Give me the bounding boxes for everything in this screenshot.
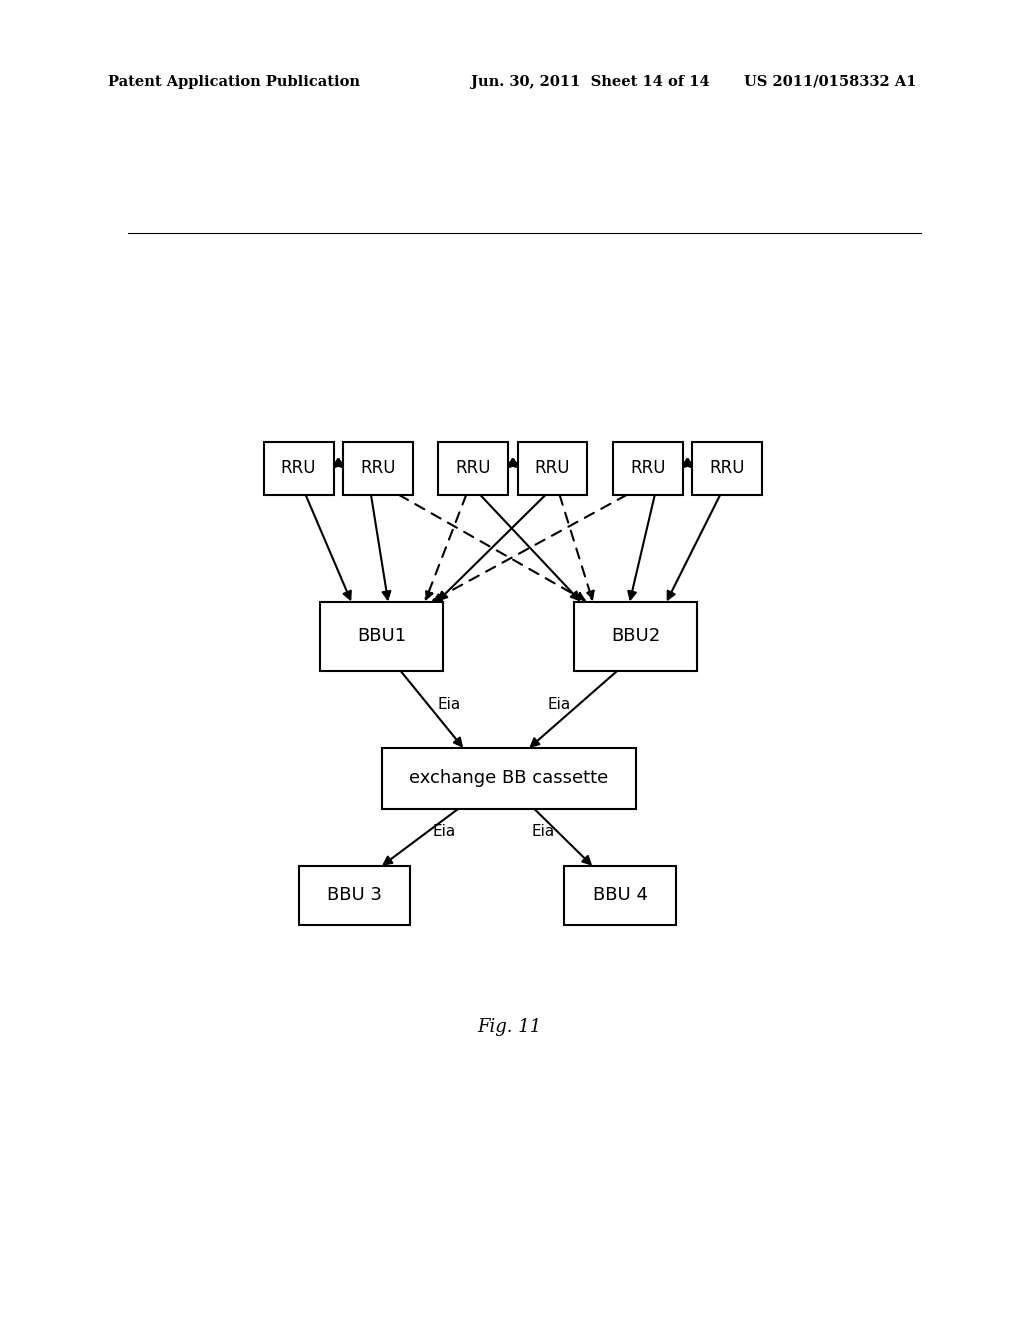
Text: RRU: RRU: [281, 459, 316, 478]
Text: US 2011/0158332 A1: US 2011/0158332 A1: [744, 75, 916, 88]
FancyBboxPatch shape: [613, 442, 683, 495]
FancyBboxPatch shape: [564, 866, 676, 925]
Text: Eia: Eia: [548, 697, 570, 711]
FancyBboxPatch shape: [438, 442, 508, 495]
Text: BBU 4: BBU 4: [593, 886, 647, 904]
Text: exchange BB cassette: exchange BB cassette: [410, 770, 608, 788]
FancyBboxPatch shape: [343, 442, 413, 495]
Text: BBU1: BBU1: [357, 627, 407, 645]
Text: Eia: Eia: [432, 824, 456, 838]
FancyBboxPatch shape: [264, 442, 334, 495]
Text: BBU 3: BBU 3: [327, 886, 382, 904]
Text: RRU: RRU: [360, 459, 395, 478]
Text: Patent Application Publication: Patent Application Publication: [108, 75, 359, 88]
Text: RRU: RRU: [456, 459, 490, 478]
Text: RRU: RRU: [630, 459, 666, 478]
FancyBboxPatch shape: [321, 602, 443, 671]
FancyBboxPatch shape: [574, 602, 697, 671]
Text: BBU2: BBU2: [611, 627, 660, 645]
FancyBboxPatch shape: [518, 442, 588, 495]
Text: RRU: RRU: [535, 459, 570, 478]
Text: Jun. 30, 2011  Sheet 14 of 14: Jun. 30, 2011 Sheet 14 of 14: [471, 75, 710, 88]
Text: Eia: Eia: [531, 824, 555, 838]
FancyBboxPatch shape: [299, 866, 410, 925]
Text: Eia: Eia: [437, 697, 461, 711]
Text: Fig. 11: Fig. 11: [477, 1019, 541, 1036]
FancyBboxPatch shape: [382, 748, 636, 809]
FancyBboxPatch shape: [692, 442, 762, 495]
Text: RRU: RRU: [710, 459, 744, 478]
